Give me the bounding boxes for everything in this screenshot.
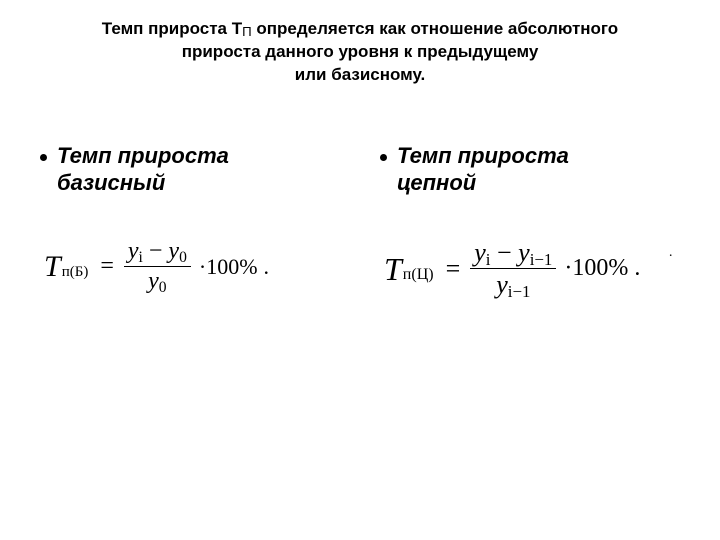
- formula-right-den: yi−1: [492, 271, 534, 298]
- bullet-dot-icon: [40, 154, 47, 161]
- rnum-y1: y: [474, 238, 486, 267]
- title-line-1-prefix: Темп прироста Т: [102, 19, 242, 38]
- rnum-y1-sub: i: [486, 250, 491, 269]
- formula-left-sub: п(Б): [62, 264, 89, 281]
- rnum-y2-sub: i−1: [530, 250, 553, 269]
- formula-right-trailing-dot: ·: [668, 249, 673, 265]
- formula-left: T п(Б) = yi − y0 y0 ·100% .: [44, 239, 340, 294]
- formula-right-T: T: [384, 253, 402, 285]
- formula-right-tail: ·100%: [564, 255, 628, 282]
- bullet-right-line1: Темп прироста: [397, 143, 569, 168]
- den-y-sub: 0: [159, 279, 167, 296]
- bullet-right: Темп прироста цепной: [380, 142, 680, 197]
- tail-val: 100%: [206, 254, 257, 279]
- formula-right-eq: =: [446, 254, 461, 284]
- formula-right-sub: п(Ц): [403, 266, 434, 284]
- num-y1: y: [128, 238, 139, 264]
- formula-left-period: .: [264, 254, 270, 280]
- den-y: y: [148, 268, 159, 294]
- formula-right: T п(Ц) = yi − yi−1 yi−1 ·100% .: [384, 239, 680, 299]
- num-y1-sub: i: [139, 249, 143, 266]
- bullet-left: Темп прироста базисный: [40, 142, 340, 197]
- formula-left-den: y0: [144, 269, 170, 294]
- formula-right-num: yi − yi−1: [470, 239, 556, 266]
- slide: Темп прироста ТП определяется как отноше…: [0, 0, 720, 540]
- columns: Темп прироста базисный T п(Б) = yi − y0 …: [40, 142, 680, 299]
- title-line-1: Темп прироста ТП определяется как отноше…: [40, 18, 680, 41]
- formula-left-T: T: [44, 252, 61, 282]
- formula-left-frac: yi − y0 y0: [124, 239, 191, 294]
- formula-right-period: .: [634, 255, 640, 282]
- rnum-y2: y: [518, 238, 530, 267]
- formula-left-num: yi − y0: [124, 239, 191, 264]
- rnum-minus: −: [491, 238, 519, 267]
- num-y2: y: [168, 238, 179, 264]
- title-line-2: прироста данного уровня к предыдущему: [40, 41, 680, 64]
- formula-right-frac: yi − yi−1 yi−1: [470, 239, 556, 299]
- frac-bar-icon: [124, 266, 191, 267]
- title-line-3: или базисному.: [40, 64, 680, 87]
- bullet-right-text: Темп прироста цепной: [397, 142, 569, 197]
- bullet-left-text: Темп прироста базисный: [57, 142, 229, 197]
- rtail-val: 100%: [572, 255, 628, 281]
- bullet-left-line2: базисный: [57, 170, 165, 195]
- title-block: Темп прироста ТП определяется как отноше…: [40, 18, 680, 87]
- col-left: Темп прироста базисный T п(Б) = yi − y0 …: [40, 142, 340, 299]
- rden-y-sub: i−1: [508, 282, 531, 301]
- bullet-left-line1: Темп прироста: [57, 143, 229, 168]
- formula-right-lhs: T п(Ц): [384, 253, 436, 285]
- formula-left-tail: ·100%: [199, 254, 258, 280]
- col-right: Темп прироста цепной T п(Ц) = yi − yi−1 …: [380, 142, 680, 299]
- num-y2-sub: 0: [179, 249, 187, 266]
- bullet-dot-icon: [380, 154, 387, 161]
- formula-left-lhs: T п(Б): [44, 252, 90, 282]
- title-sub: П: [242, 24, 252, 39]
- rden-y: y: [496, 270, 508, 299]
- bullet-right-line2: цепной: [397, 170, 476, 195]
- num-minus: −: [143, 238, 169, 264]
- title-line-1-suffix: определяется как отношение абсолютного: [252, 19, 619, 38]
- formula-left-eq: =: [100, 253, 114, 280]
